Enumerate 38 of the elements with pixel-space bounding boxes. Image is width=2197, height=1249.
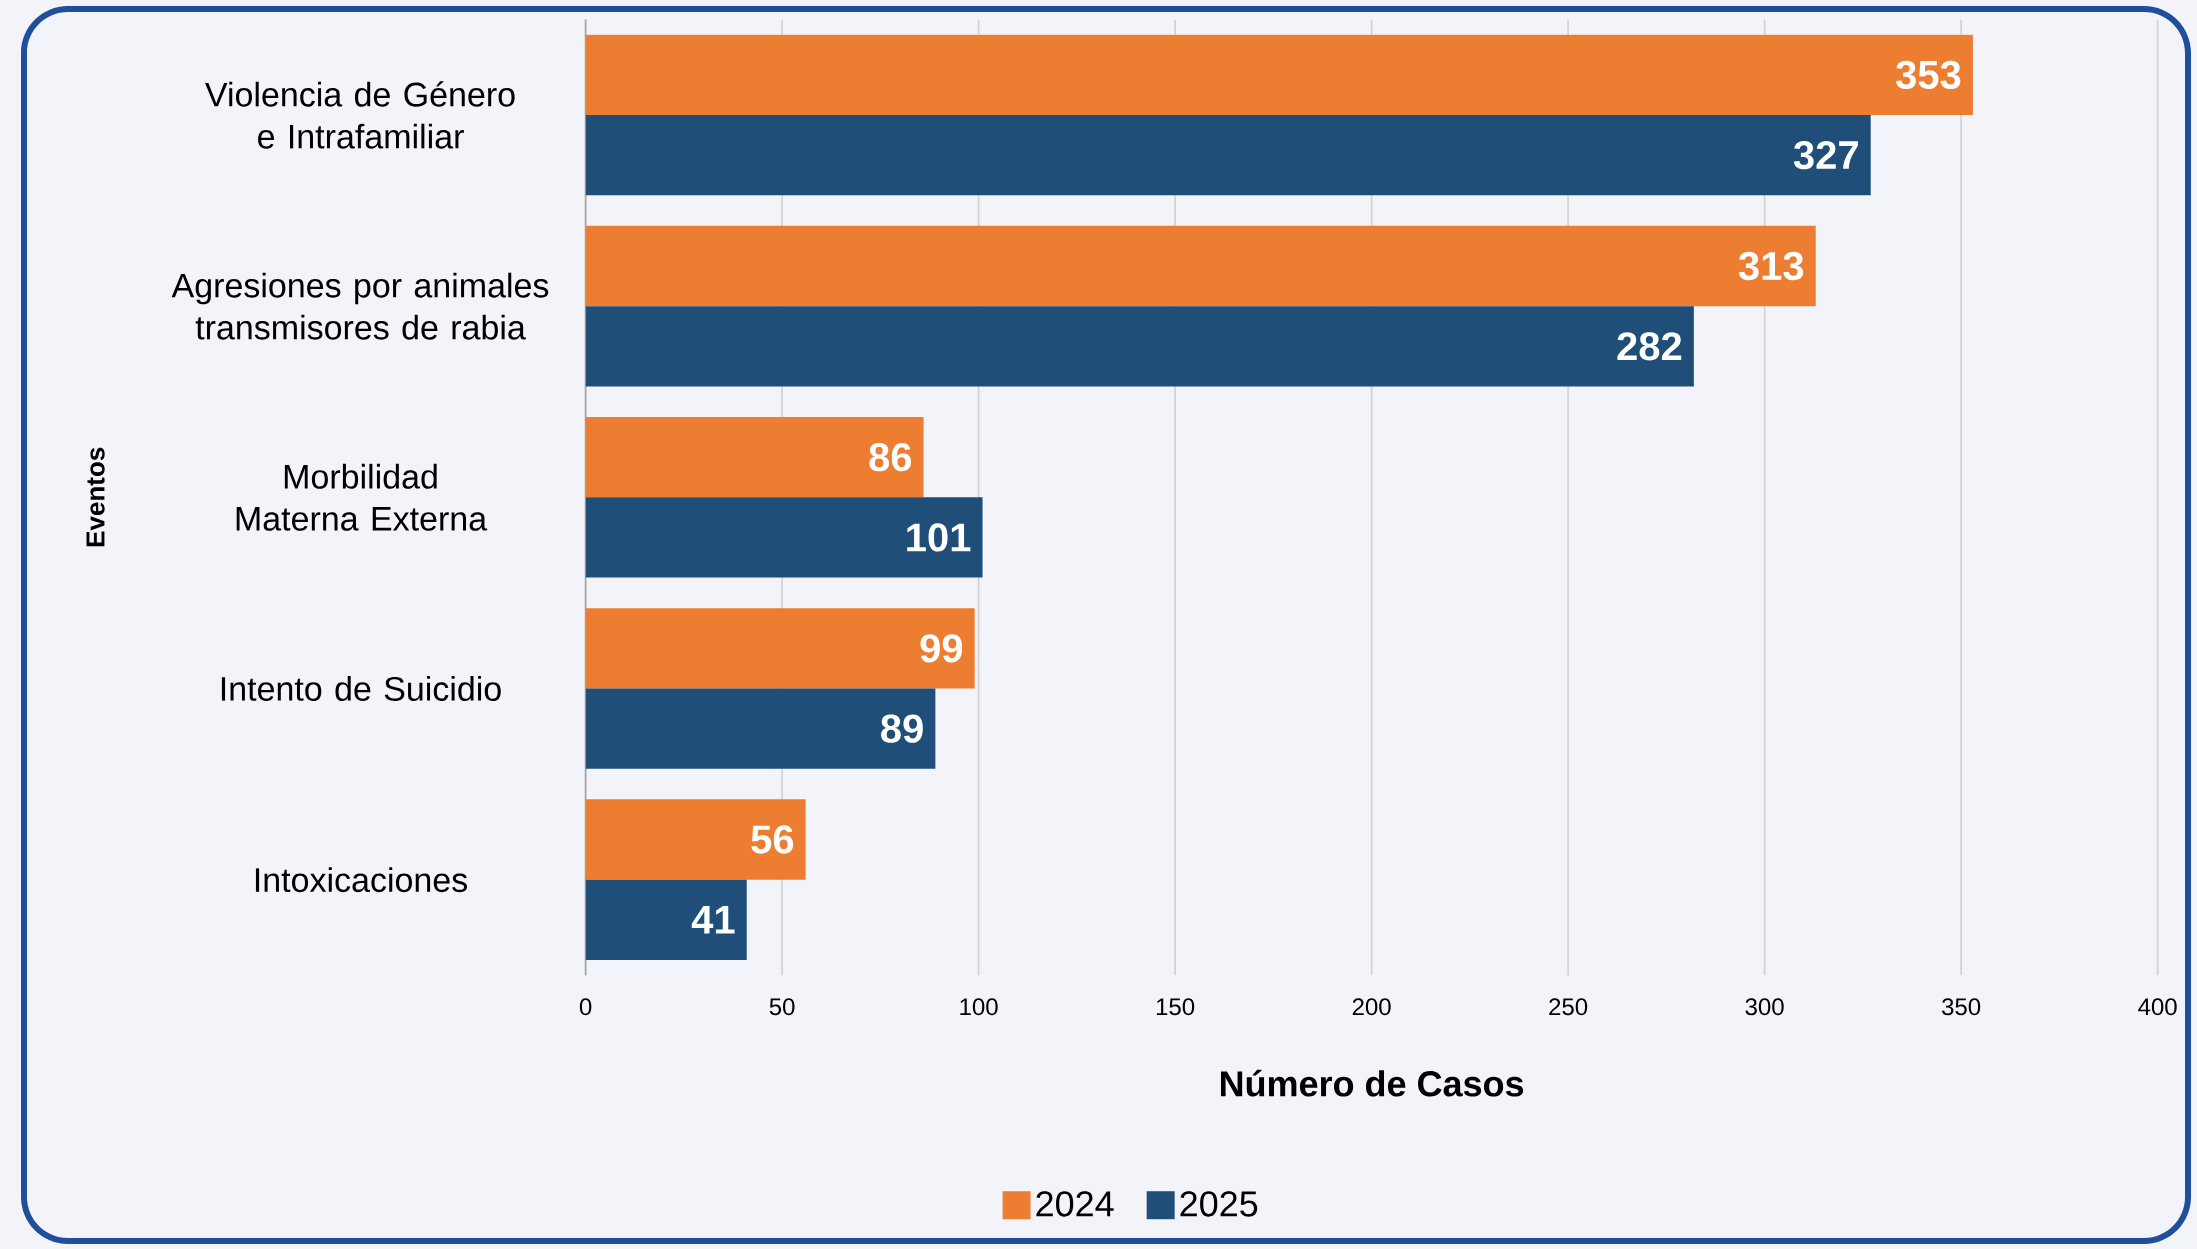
data-label: 327 [1793, 140, 1858, 170]
x-tick-label: 200 [1352, 998, 1391, 1016]
legend-label: 2025 [1180, 1191, 1258, 1217]
y-tick-label: Violencia de Género e Intrafamiliar [205, 81, 515, 149]
data-label: 282 [1617, 332, 1682, 361]
bar [585, 306, 1694, 387]
bar [585, 417, 924, 498]
x-tick-label: 300 [1745, 998, 1784, 1016]
x-tick-label: 0 [579, 998, 592, 1016]
data-label: 41 [691, 906, 735, 934]
x-tick-label: 150 [1156, 998, 1195, 1016]
x-tick-label: 100 [960, 998, 998, 1016]
bar [585, 114, 1871, 196]
y-tick-label: Intento de Suicidio [221, 676, 501, 701]
data-label: 313 [1738, 251, 1804, 281]
bar [585, 225, 1816, 307]
y-tick-label: Intoxicaciones [255, 867, 467, 893]
bar [585, 608, 975, 689]
bar [585, 688, 936, 769]
data-label: 99 [920, 634, 963, 663]
data-label: 101 [907, 523, 971, 552]
bar [585, 799, 806, 880]
x-tick-label: 50 [769, 998, 795, 1016]
data-label: 353 [1896, 60, 1961, 90]
y-tick-label: Agresiones por animales transmisores de rabia [171, 272, 549, 340]
y-axis-title: Eventos [86, 447, 105, 547]
legend-label: 2024 [1036, 1191, 1114, 1217]
bar [585, 879, 747, 960]
y-tick-label: Morbilidad Materna Externa [236, 463, 488, 531]
bar [585, 34, 1973, 115]
x-axis-title: Número de Casos [1220, 1069, 1524, 1097]
data-label: 89 [881, 714, 923, 743]
x-tick-label: 350 [1942, 998, 1981, 1016]
x-tick-label: 250 [1549, 998, 1588, 1016]
data-label: 56 [751, 825, 794, 854]
bar [585, 497, 983, 578]
x-tick-label: 400 [2138, 998, 2177, 1016]
data-label: 86 [869, 443, 912, 472]
